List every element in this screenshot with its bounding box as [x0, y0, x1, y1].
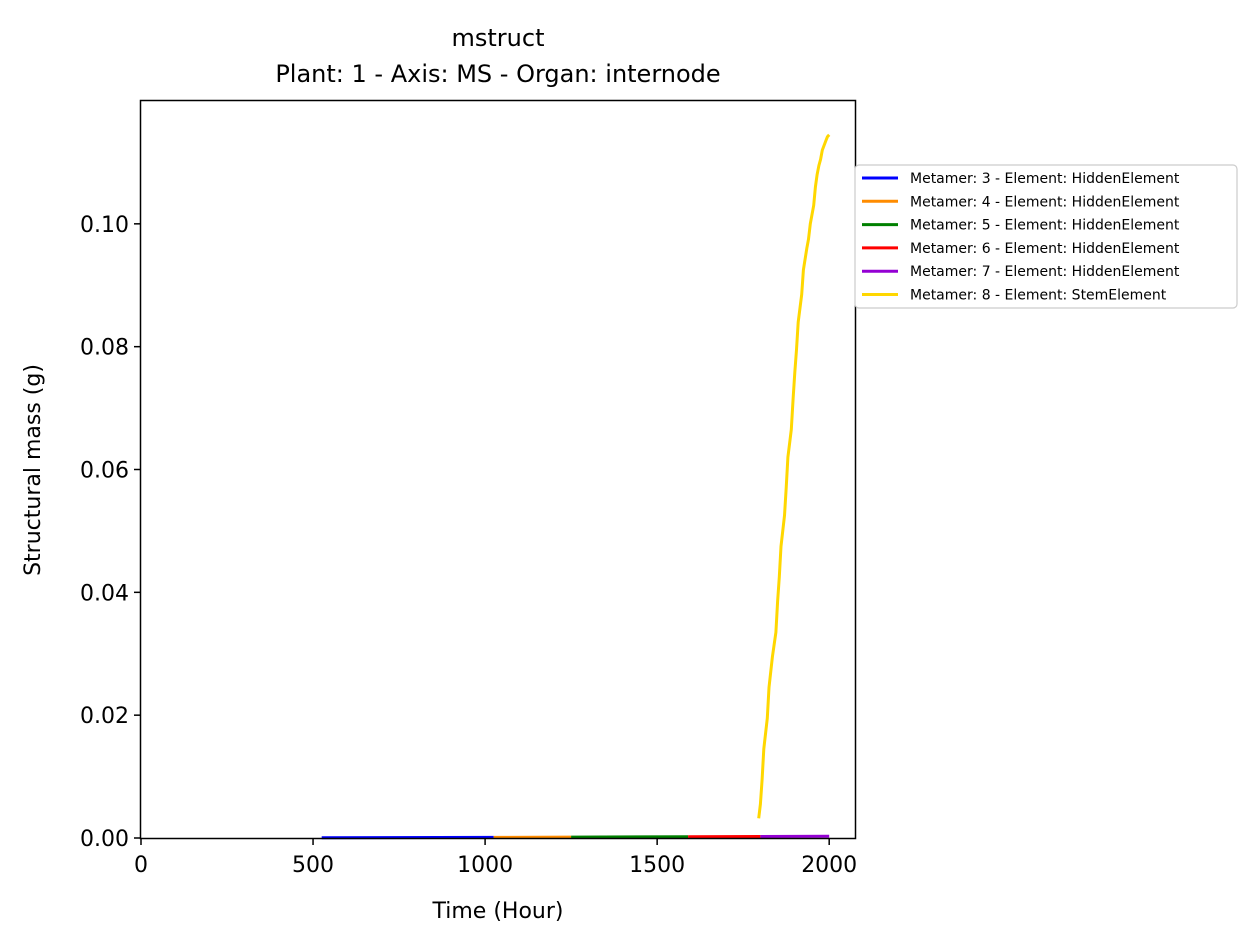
legend-label-6: Metamer: 8 - Element: StemElement	[910, 288, 1167, 304]
x-tick-label: 0	[134, 853, 148, 878]
y-tick-label: 0.02	[80, 704, 129, 729]
chart-subtitle: Plant: 1 - Axis: MS - Organ: internode	[275, 60, 720, 88]
y-tick-label: 0.10	[80, 213, 129, 238]
legend-frame	[854, 164, 1238, 309]
plot-lines	[321, 133, 831, 840]
legend-label-2: Metamer: 4 - Element: HiddenElement	[910, 194, 1180, 210]
legend: Metamer: 3 - Element: HiddenElement Metam…	[854, 164, 1238, 309]
y-tick-label: 0.00	[80, 827, 129, 852]
legend-label-3: Metamer: 5 - Element: HiddenElement	[910, 218, 1180, 234]
x-tick-label: 1500	[629, 853, 685, 878]
y-tick-label: 0.08	[80, 336, 129, 361]
chart-title: mstruct	[452, 24, 545, 52]
y-tick-label: 0.06	[80, 459, 129, 484]
x-tick-label: 1000	[457, 853, 513, 878]
y-axis-label: Structural mass (g)	[21, 364, 46, 576]
y-tick-label: 0.04	[80, 581, 129, 606]
legend-label-1: Metamer: 3 - Element: HiddenElement	[910, 171, 1180, 187]
series-line-6	[757, 133, 831, 819]
x-axis-label: Time (Hour)	[432, 899, 564, 924]
x-tick-label: 500	[292, 853, 334, 878]
plot-frame	[139, 99, 857, 840]
x-axis: 0 500 1000 1500 2000	[134, 838, 857, 878]
x-tick-label: 2000	[801, 853, 857, 878]
y-axis: 0.00 0.02 0.04 0.06 0.08 0.10	[80, 213, 141, 852]
legend-label-5: Metamer: 7 - Element: HiddenElement	[910, 264, 1180, 280]
legend-label-4: Metamer: 6 - Element: HiddenElement	[910, 241, 1180, 257]
